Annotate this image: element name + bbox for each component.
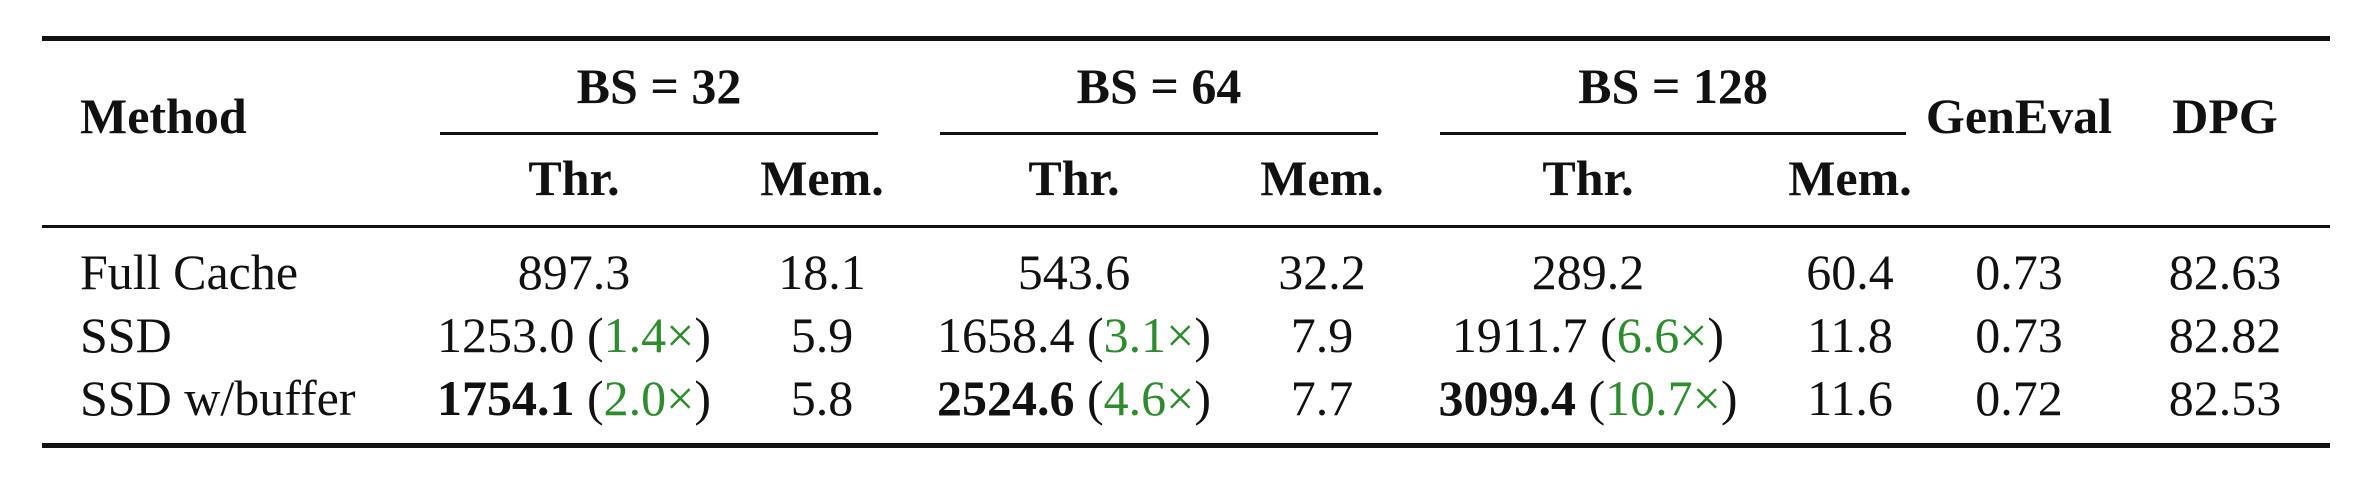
bs128-thr-header: Thr. (1542, 150, 1634, 206)
dpg-value: 82.63 (2168, 244, 2282, 300)
thr-value-best: 2524.6 (936, 370, 1075, 426)
bs64-group-rule (940, 132, 1378, 135)
bs64-thr: 543.6 (1018, 242, 1131, 302)
bs32-group-rule (440, 132, 878, 135)
dpg-value: 82.53 (2168, 370, 2282, 426)
bs128-header: BS = 128 (1578, 58, 1768, 114)
thr-value-best: 1754.1 (436, 370, 575, 426)
bs128-mem: 11.6 (1807, 370, 1893, 426)
thr-value: 289.2 (1531, 244, 1645, 300)
bs32-thr: 1754.1 (2.0×) (436, 370, 712, 426)
speedup-value: 6.6× (1616, 307, 1708, 363)
geneval-value: 0.73 (1975, 307, 2063, 363)
geneval-value: 0.73 (1975, 244, 2063, 300)
thr-value: 1253.0 (436, 307, 575, 363)
bs64-header: BS = 64 (1076, 58, 1242, 114)
speedup-value: 3.1× (1103, 307, 1195, 363)
speedup-value: 1.4× (603, 307, 695, 363)
thr-value: 1911.7 (1451, 307, 1588, 363)
row-method: SSD w/buffer (80, 370, 356, 426)
bs32-thr: 1253.0 (1.4×) (436, 307, 712, 363)
dpg-value: 82.82 (2168, 307, 2282, 363)
bs128-thr: 3099.4 (10.7×) (1438, 370, 1738, 426)
method-header: Method (80, 88, 247, 144)
bs32-mem: 5.9 (790, 307, 854, 363)
thr-value: 543.6 (1017, 244, 1131, 300)
bs128-thr: 289.2 (1532, 242, 1645, 302)
dpg-header: DPG (2172, 88, 2278, 144)
bs32-header: BS = 32 (576, 58, 742, 114)
bs64-mem: 7.9 (1290, 307, 1354, 363)
bs64-mem-header: Mem. (1260, 150, 1384, 206)
speedup-value: 2.0× (603, 370, 695, 426)
bs32-thr-header: Thr. (528, 150, 620, 206)
bottom-rule (42, 443, 2330, 448)
bs128-mem-header: Mem. (1788, 150, 1912, 206)
bs128-mem: 60.4 (1806, 244, 1894, 300)
bs64-mem: 7.7 (1290, 370, 1354, 426)
bs32-mem-header: Mem. (760, 150, 884, 206)
bs128-mem: 11.8 (1807, 307, 1893, 363)
thr-value-best: 3099.4 (1438, 370, 1576, 426)
bs32-thr: 897.3 (518, 242, 631, 302)
geneval-value: 0.72 (1975, 370, 2063, 426)
bs64-mem: 32.2 (1278, 244, 1366, 300)
speedup-value: 10.7× (1605, 370, 1721, 426)
thr-value: 897.3 (517, 244, 631, 300)
speedup-value: 4.6× (1103, 370, 1195, 426)
thr-value: 1658.4 (936, 307, 1075, 363)
row-method: SSD (80, 307, 172, 363)
bs64-thr: 1658.4 (3.1×) (936, 307, 1212, 363)
header-rule (42, 225, 2330, 228)
bs32-mem: 18.1 (778, 244, 866, 300)
bs128-group-rule (1440, 132, 1906, 135)
bs32-mem: 5.8 (790, 370, 854, 426)
bs64-thr-header: Thr. (1028, 150, 1120, 206)
bs64-thr: 2524.6 (4.6×) (936, 370, 1212, 426)
top-rule (42, 36, 2330, 41)
row-method: Full Cache (80, 244, 299, 300)
geneval-header: GenEval (1925, 88, 2113, 144)
bs128-thr: 1911.7 (6.6×) (1451, 307, 1725, 363)
